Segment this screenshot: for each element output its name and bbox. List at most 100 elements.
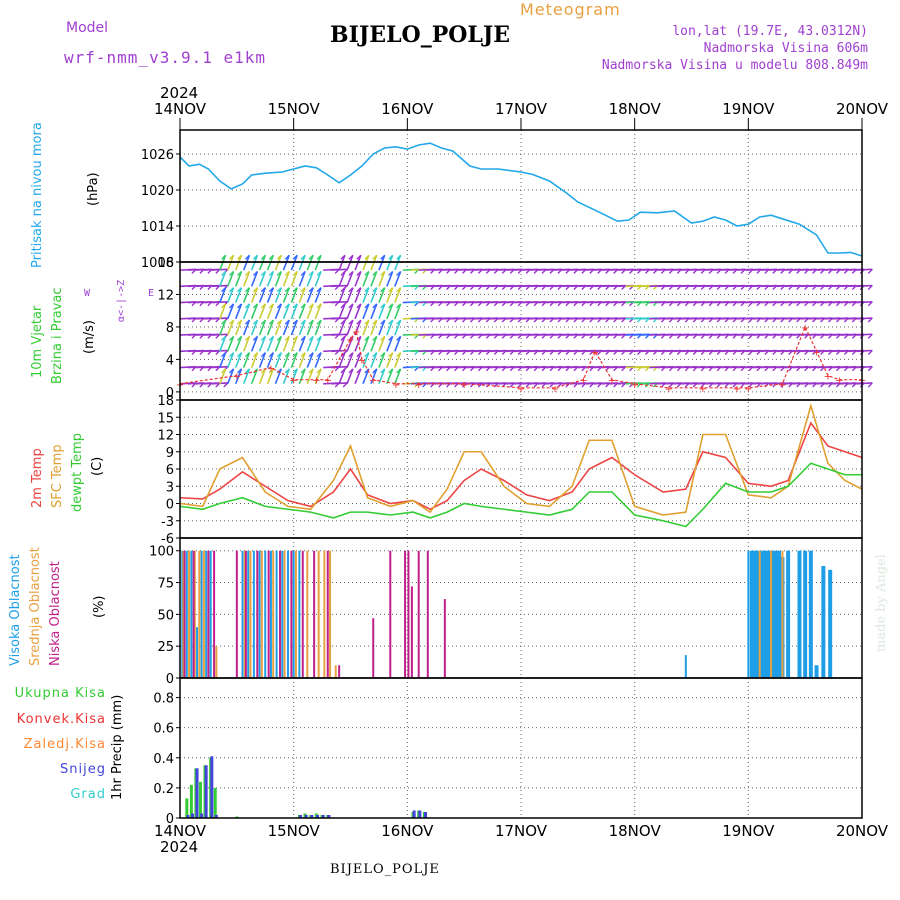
wind-barb (234, 303, 243, 320)
wind-barb-flag (356, 303, 362, 309)
pressure-line (179, 142, 863, 257)
wind-barb-flag (388, 335, 394, 341)
wind-barb-flag (229, 335, 235, 341)
snow-bar (418, 810, 422, 818)
wind-barb (338, 319, 346, 336)
wind-barb-flag (229, 303, 235, 309)
precip-legend-conv: Konvek.Kisa (16, 712, 106, 727)
precip-legend-hail: Grad (70, 787, 106, 802)
wind-barb (298, 336, 306, 352)
wind-barb (314, 287, 322, 303)
wind-barb-flag (284, 303, 290, 309)
pressure-tick-label: 1026 (141, 148, 174, 163)
wind-barb-flag (308, 368, 314, 374)
wind-speed-point: + (415, 380, 423, 391)
wind-barb-flag (221, 303, 227, 309)
wind-barb-flag (308, 270, 314, 276)
day-label-top: 20NOV (836, 100, 889, 118)
wind-speed-point: + (233, 372, 241, 383)
low-cloud-bar (207, 550, 210, 678)
wind-barb-flag (252, 335, 258, 341)
grid-layer (180, 130, 862, 819)
day-label-top: 19NOV (722, 100, 775, 118)
wind-barb (226, 287, 235, 303)
wind-barb-flag (316, 368, 322, 374)
day-label-bottom: 17NOV (495, 822, 548, 840)
total-precip-bar (198, 781, 202, 818)
wind-barb-flag (300, 303, 306, 309)
mid-cloud-bar (272, 550, 275, 678)
wind-barb-flag (396, 319, 402, 325)
wind-barb-flag (380, 254, 386, 260)
high-cloud-bar (770, 550, 775, 678)
wind-barb-flag (867, 366, 873, 372)
total-precip-bar (213, 787, 217, 818)
wind-barb (354, 287, 362, 303)
wind-barb (258, 368, 267, 385)
wind-barb (250, 271, 259, 287)
wind-barb-flag (380, 270, 386, 276)
wind-barb (386, 368, 394, 385)
wind-barb (234, 352, 243, 368)
wind-barb-flag (221, 352, 227, 358)
snow-bar (424, 811, 428, 818)
wind-speed-point: + (460, 380, 468, 391)
wind-barb-flag (340, 368, 346, 374)
snow-bar (304, 814, 308, 818)
wind-barb (234, 271, 243, 287)
high-cloud-bar (281, 550, 284, 678)
wind-speed-point: + (608, 376, 616, 387)
high-cloud-bar (258, 550, 261, 678)
wind-tick-label: 16 (157, 256, 174, 271)
precip-frame (179, 677, 863, 819)
day-label-bottom: 15NOV (268, 822, 321, 840)
high-cloud-bar (286, 550, 289, 678)
wind-barb (298, 287, 306, 303)
wind-barb-flag (236, 270, 242, 276)
wind-barb-flag (372, 335, 378, 341)
wind-speed-point: + (699, 384, 707, 395)
wind-barb (354, 336, 362, 352)
temp-tick-label: 9 (166, 446, 174, 461)
wind-barb-flag (300, 254, 306, 260)
wind-barb-flag (244, 352, 250, 358)
wind-barb-flag (388, 287, 394, 293)
wind-barb (266, 319, 275, 336)
wind-barb (354, 352, 362, 368)
day-label-top: 16NOV (381, 100, 434, 118)
wind-barb (314, 303, 322, 320)
mid-cloud-bar (182, 550, 185, 678)
wind-tick-label: 0 (166, 386, 174, 401)
wind-barb-flag (364, 287, 370, 293)
wind-barb (306, 303, 314, 320)
wind-barb-flag (221, 254, 227, 260)
wind-barb (314, 336, 322, 352)
cloud-tick-label: 50 (157, 608, 174, 623)
wind-barb (386, 271, 394, 287)
wind-barb-flag (260, 287, 266, 293)
wind-barb-flag (300, 319, 306, 325)
wind-barb-flag (316, 303, 322, 309)
low-cloud-bar (256, 550, 259, 678)
wind-barb (234, 287, 243, 303)
high-cloud-bar (777, 550, 782, 678)
wind-barb-flag (372, 270, 378, 276)
high-cloud-bar (763, 550, 768, 678)
wind-barb (226, 271, 235, 287)
wind-barb-flag (308, 335, 314, 341)
high-cloud-bar (241, 550, 244, 678)
wind-barb-flag (388, 368, 394, 374)
lonlat-info: lon,lat (19.7E, 43.0312N) (672, 24, 868, 39)
mid-cloud-bar (781, 550, 784, 678)
wind-barb (298, 271, 306, 287)
snow-bar (195, 768, 199, 818)
low-cloud-bar (267, 550, 270, 678)
wind-barb-flag (867, 317, 873, 323)
wind-barb-flag (364, 303, 370, 309)
precip-legend-snow: Snijeg (60, 762, 106, 777)
temp-tick-label: 0 (166, 498, 174, 513)
wind-barb-flag (364, 335, 370, 341)
wind-barb-flag (223, 382, 229, 388)
high-cloud-bar (808, 550, 813, 678)
wind-barb (234, 368, 243, 385)
